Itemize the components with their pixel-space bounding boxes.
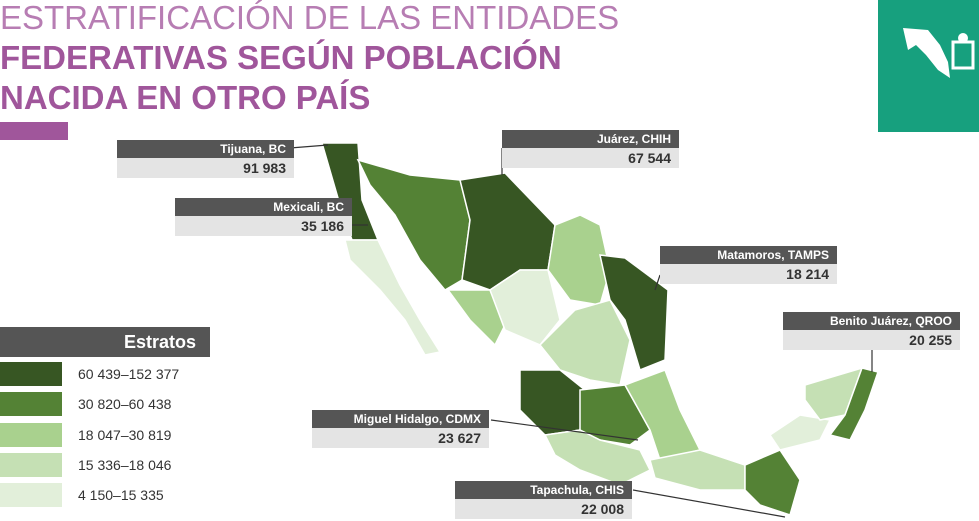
legend-label: 60 439–152 377 [78, 366, 180, 382]
callout-place: Mexicali, BC [175, 198, 352, 216]
callout-value: 18 214 [660, 264, 837, 284]
callout: Matamoros, TAMPS 18 214 [660, 246, 837, 284]
callout-value: 67 544 [502, 148, 679, 168]
callout-place: Matamoros, TAMPS [660, 246, 837, 264]
callout: Miguel Hidalgo, CDMX 23 627 [312, 410, 489, 448]
logo-box [878, 0, 979, 132]
callout-place: Tapachula, CHIS [455, 481, 632, 499]
callout-place: Tijuana, BC [117, 140, 294, 158]
callout-value: 23 627 [312, 428, 489, 448]
callout: Tapachula, CHIS 22 008 [455, 481, 632, 519]
legend-swatch [0, 422, 62, 447]
legend-label: 15 336–18 046 [78, 456, 172, 473]
legend-label: 30 820–60 438 [78, 396, 172, 413]
title-line: NACIDA EN OTRO PAÍS [0, 79, 371, 116]
callout-value: 91 983 [117, 158, 294, 178]
callout: Mexicali, BC 35 186 [175, 198, 352, 236]
legend-swatch [0, 483, 62, 508]
callout: Benito Juárez, QROO 20 255 [783, 312, 960, 350]
legend-title-text: Estratos [123, 332, 196, 352]
legend-swatch [0, 362, 62, 386]
callout-place: Juárez, CHIH [502, 130, 679, 148]
callout-value: 35 186 [175, 216, 352, 236]
callout-place: Miguel Hidalgo, CDMX [312, 410, 489, 428]
title-line: FEDERATIVAS SEGÚN POBLACIÓN [0, 39, 562, 76]
states [321, 142, 879, 516]
callout-value: 20 255 [783, 330, 960, 350]
legend-swatch [0, 452, 62, 477]
legend-swatch [0, 392, 62, 417]
title-line: ESTRATIFICACIÓN DE LAS ENTIDADES [0, 0, 620, 36]
logo-icon [903, 28, 975, 78]
callout-place: Benito Juárez, QROO [783, 312, 960, 330]
callout: Tijuana, BC 91 983 [117, 140, 294, 178]
accent-bar [0, 122, 68, 140]
legend-label: 18 047–30 819 [78, 426, 172, 443]
callout-value: 22 008 [455, 499, 632, 519]
callout: Juárez, CHIH 67 544 [502, 130, 679, 168]
legend-label: 4 150–15 335 [78, 487, 164, 504]
legend-title: Estratos [0, 327, 210, 357]
